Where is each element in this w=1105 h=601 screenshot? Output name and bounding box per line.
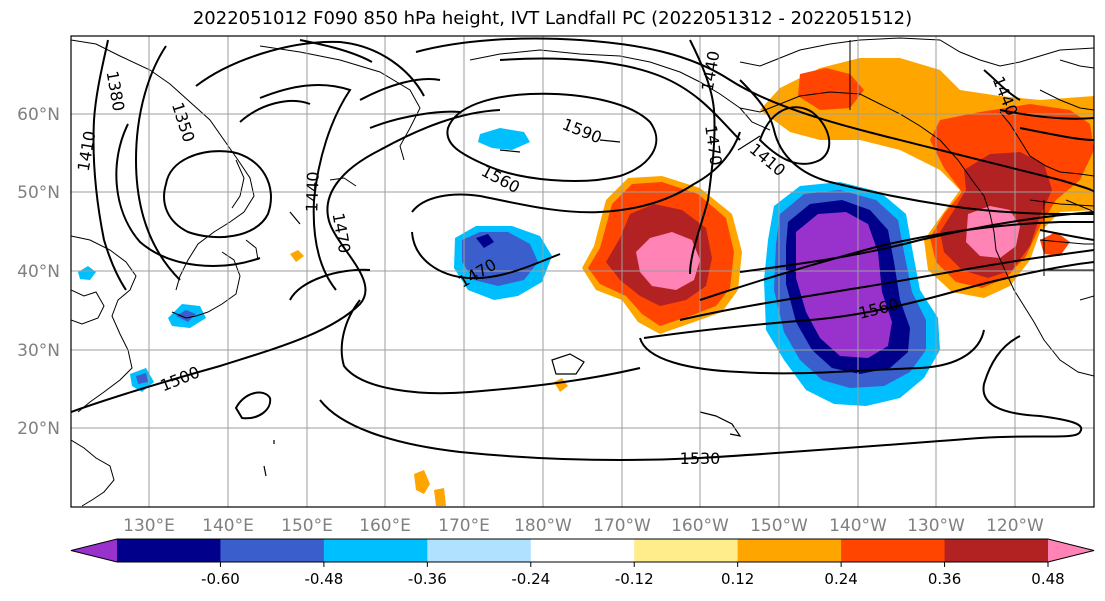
colorbar-tick-label: 0.36 <box>928 570 961 588</box>
colorbar-segment <box>220 539 325 562</box>
colorbar-segment <box>530 539 635 562</box>
colorbar-segment <box>944 539 1049 562</box>
colorbar-tick-label: 0.24 <box>824 570 857 588</box>
lon-label: 140°E <box>202 516 254 536</box>
ivt-positive-spot <box>434 488 446 506</box>
ivt-positive-center <box>636 232 700 290</box>
colorbar-segment <box>323 539 428 562</box>
ivt-positive-northeast <box>966 206 1020 258</box>
colorbar-segment <box>117 539 221 562</box>
lon-label: 170°E <box>438 516 490 536</box>
colorbar-tick-label: -0.60 <box>201 570 240 588</box>
ivt-positive-spot <box>414 470 430 494</box>
lat-label: 30°N <box>17 341 60 361</box>
islands <box>263 135 761 477</box>
lon-label: 150°E <box>281 516 333 536</box>
lon-label: 120°W <box>986 516 1044 536</box>
colorbar-tick-label: -0.36 <box>408 570 447 588</box>
ivt-positive-northeast <box>798 68 864 110</box>
ivt-blue-patch <box>136 373 148 384</box>
ivt-blue-patch <box>478 128 530 150</box>
lat-label: 50°N <box>17 183 60 203</box>
lon-label: 160°E <box>359 516 411 536</box>
lon-label: 140°W <box>829 516 887 536</box>
colorbar-tick-label: 0.12 <box>721 570 754 588</box>
map-title: 2022051012 F090 850 hPa height, IVT Land… <box>192 8 913 29</box>
colorbar-tick-label: -0.48 <box>304 570 343 588</box>
contour-label: 1440 <box>302 171 322 212</box>
colorbar-segment <box>634 539 739 562</box>
colorbar-segment <box>737 539 842 562</box>
plot-frame <box>70 35 1095 508</box>
height-contours <box>71 37 1094 461</box>
lon-label: 130°W <box>907 516 965 536</box>
colorbar-extend-min <box>71 539 117 562</box>
colorbar-segment <box>841 539 946 562</box>
lat-label: 60°N <box>17 105 60 125</box>
gridlines <box>71 36 1094 507</box>
lon-label: 130°E <box>123 516 175 536</box>
lat-label: 20°N <box>17 419 60 439</box>
ivt-blue-patch <box>78 266 96 280</box>
colorbar-tick-label: 0.48 <box>1031 570 1064 588</box>
contour-label: 1530 <box>680 449 721 468</box>
colorbar-outline <box>70 538 1095 563</box>
colorbar-extend-max <box>1048 539 1094 562</box>
colorbar-tick-label: -0.12 <box>615 570 654 588</box>
lon-label: 180°W <box>514 516 572 536</box>
ivt-blue-patch <box>176 310 196 322</box>
longitude-labels: 130°E 140°E 150°E 160°E 170°E 180°W 170°… <box>123 516 1044 536</box>
ivt-negative-center <box>462 232 538 286</box>
coastlines <box>71 37 1094 507</box>
ivt-positive-spot <box>290 250 304 262</box>
latitude-labels: 60°N 50°N 40°N 30°N 20°N <box>17 105 60 439</box>
lon-label: 150°W <box>750 516 808 536</box>
lon-label: 160°W <box>671 516 729 536</box>
colorbar-segment <box>427 539 532 562</box>
lat-label: 40°N <box>17 262 60 282</box>
lon-label: 170°W <box>593 516 651 536</box>
ivt-shading <box>78 58 1094 506</box>
colorbar: -0.60 -0.48 -0.36 -0.24 -0.12 0.12 0.24 0.36 0.4… <box>70 538 1095 588</box>
ivt-negative-center <box>476 234 494 248</box>
colorbar-tick-label: -0.24 <box>511 570 550 588</box>
ivt-positive-northeast <box>1040 232 1070 256</box>
